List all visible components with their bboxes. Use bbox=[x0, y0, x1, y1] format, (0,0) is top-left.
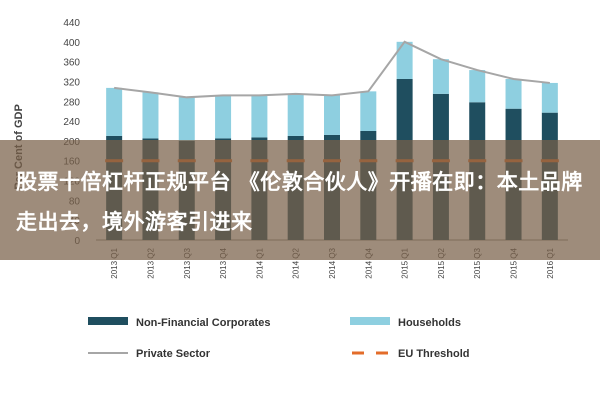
y-tick-label: 240 bbox=[63, 117, 80, 128]
legend-swatch-households bbox=[350, 317, 390, 325]
x-tick-label: 2014 Q3 bbox=[328, 247, 337, 278]
y-tick-label: 440 bbox=[63, 18, 80, 29]
legend: Non-Financial Corporates Households Privat… bbox=[88, 317, 470, 360]
x-tick-label: 2015 Q4 bbox=[510, 247, 519, 278]
bar-households bbox=[469, 70, 486, 103]
x-tick-label: 2016 Q1 bbox=[546, 247, 555, 278]
bar-households bbox=[287, 93, 304, 136]
x-tick-label: 2013 Q2 bbox=[146, 247, 155, 278]
legend-swatch-non-financial-corporates bbox=[88, 317, 128, 325]
y-tick-label: 320 bbox=[63, 77, 80, 88]
x-tick-label: 2014 Q4 bbox=[364, 247, 373, 278]
bar-households bbox=[215, 95, 232, 139]
y-tick-label: 360 bbox=[63, 58, 80, 69]
x-tick-label: 2015 Q3 bbox=[473, 247, 482, 278]
x-tick-label: 2013 Q3 bbox=[183, 247, 192, 278]
legend-label: Private Sector bbox=[136, 348, 211, 360]
x-tick-label: 2015 Q2 bbox=[437, 247, 446, 278]
bar-households bbox=[178, 97, 195, 141]
caption-overlay: 股票十倍杠杆正规平台 《伦敦合伙人》开播在即：本土品牌走出去，境外游客引进来 bbox=[0, 140, 600, 260]
y-tick-label: 400 bbox=[63, 38, 80, 49]
x-tick-label: 2014 Q1 bbox=[255, 247, 264, 278]
legend-label: Households bbox=[398, 317, 461, 329]
bar-households bbox=[396, 41, 413, 79]
legend-label: Non-Financial Corporates bbox=[136, 317, 270, 329]
caption-text: 股票十倍杠杆正规平台 《伦敦合伙人》开播在即：本土品牌走出去，境外游客引进来 bbox=[16, 170, 583, 234]
bar-households bbox=[324, 95, 340, 135]
bar-households bbox=[360, 91, 377, 131]
x-tick-label: 2013 Q4 bbox=[219, 247, 228, 278]
bar-households bbox=[142, 92, 159, 139]
legend-label: EU Threshold bbox=[398, 348, 470, 360]
bar-households bbox=[541, 82, 558, 113]
bar-households bbox=[251, 95, 268, 138]
bar-households bbox=[432, 59, 449, 94]
x-tick-label: 2015 Q1 bbox=[401, 247, 410, 278]
x-tick-label: 2013 Q1 bbox=[110, 247, 119, 278]
line-private-sector bbox=[114, 40, 550, 99]
bar-households bbox=[106, 87, 123, 136]
y-tick-label: 280 bbox=[63, 97, 80, 108]
x-tick-labels: 2013 Q1 2013 Q2 2013 Q3 2013 Q4 2014 Q1 2014 … bbox=[110, 247, 555, 278]
x-tick-label: 2014 Q2 bbox=[292, 247, 301, 278]
bar-households bbox=[505, 78, 522, 109]
